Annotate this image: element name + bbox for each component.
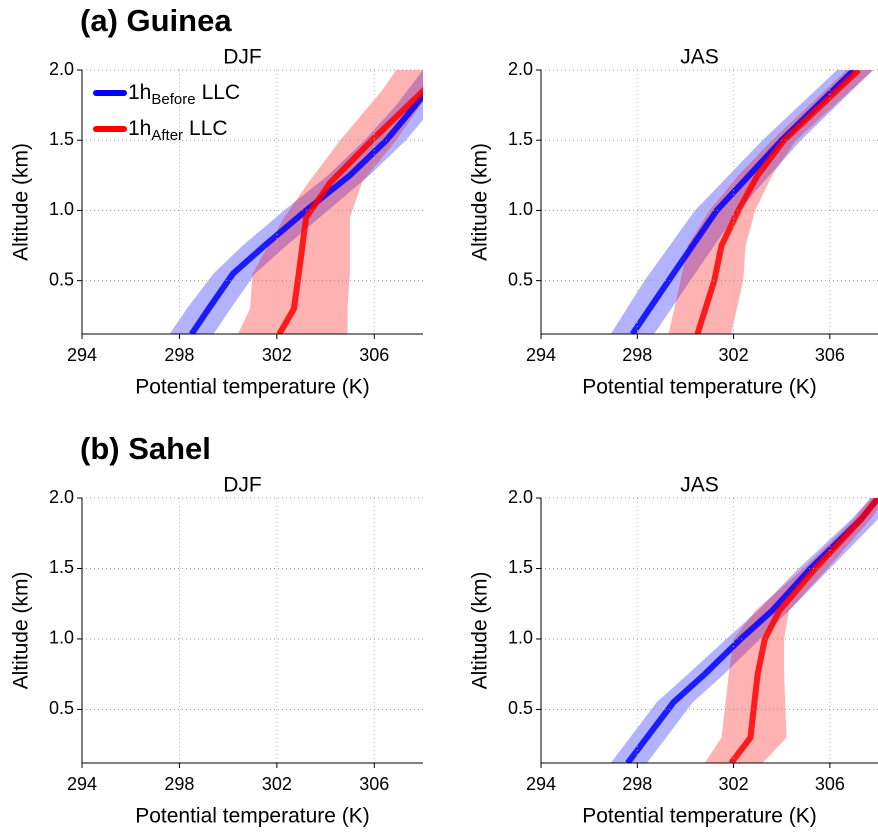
x-axis-label: Potential temperature (K) bbox=[582, 805, 817, 828]
x-axis-label: Potential temperature (K) bbox=[135, 805, 370, 828]
x-tick-label: 306 bbox=[359, 774, 389, 794]
x-tick-label: 294 bbox=[67, 774, 97, 794]
x-axis-label: Potential temperature (K) bbox=[582, 376, 817, 399]
x-tick-label: 294 bbox=[526, 345, 556, 365]
uncertainty-band bbox=[704, 498, 878, 763]
plot-area bbox=[169, 70, 423, 334]
y-axis-label: Altitude (km) bbox=[10, 143, 33, 261]
subplot-title: JAS bbox=[680, 474, 719, 497]
legend-label-part: LLC bbox=[202, 81, 241, 104]
x-tick-label: 302 bbox=[719, 345, 749, 365]
y-tick-label: 0.5 bbox=[508, 698, 533, 718]
uncertainty-band bbox=[237, 70, 423, 334]
panel-title: (a) Guinea bbox=[80, 3, 232, 38]
x-tick-label: 298 bbox=[622, 774, 652, 794]
subplot-title: DJF bbox=[223, 474, 262, 497]
x-tick-label: 306 bbox=[815, 774, 845, 794]
y-tick-label: 0.5 bbox=[508, 269, 533, 289]
uncertainty-band bbox=[668, 70, 874, 334]
panel-title: (b) Sahel bbox=[80, 431, 211, 466]
profile-line bbox=[728, 498, 878, 763]
y-tick-label: 1.5 bbox=[508, 129, 533, 149]
y-tick-label: 1.5 bbox=[49, 557, 74, 577]
subplot-title: JAS bbox=[680, 46, 719, 69]
x-tick-label: 306 bbox=[359, 345, 389, 365]
y-tick-label: 1.5 bbox=[508, 557, 533, 577]
y-tick-label: 0.5 bbox=[49, 269, 74, 289]
legend-label: 1hBefore LLC bbox=[128, 81, 240, 108]
y-tick-label: 1.5 bbox=[49, 129, 74, 149]
x-tick-label: 302 bbox=[262, 345, 292, 365]
legend-label-sub: After bbox=[151, 127, 183, 144]
y-tick-label: 0.5 bbox=[49, 698, 74, 718]
plot-area bbox=[610, 70, 874, 334]
legend-label-part: 1h bbox=[128, 117, 151, 140]
x-axis-label: Potential temperature (K) bbox=[135, 376, 370, 399]
x-tick-label: 298 bbox=[164, 345, 194, 365]
y-tick-label: 1.0 bbox=[508, 628, 533, 648]
x-tick-label: 298 bbox=[622, 345, 652, 365]
y-tick-label: 1.0 bbox=[49, 199, 74, 219]
y-axis-label: Altitude (km) bbox=[469, 143, 492, 261]
x-tick-label: 294 bbox=[526, 774, 556, 794]
y-axis-label: Altitude (km) bbox=[469, 572, 492, 690]
y-tick-label: 2.0 bbox=[508, 59, 533, 79]
subplot-title: DJF bbox=[223, 46, 262, 69]
profile-line bbox=[694, 70, 861, 334]
plot-area bbox=[610, 498, 878, 763]
y-tick-label: 1.0 bbox=[508, 199, 533, 219]
y-axis-label: Altitude (km) bbox=[10, 572, 33, 690]
uncertainty-band bbox=[169, 70, 423, 334]
x-tick-label: 302 bbox=[262, 774, 292, 794]
y-tick-label: 2.0 bbox=[49, 487, 74, 507]
y-tick-label: 2.0 bbox=[508, 487, 533, 507]
profile-line bbox=[276, 86, 423, 334]
x-tick-label: 298 bbox=[164, 774, 194, 794]
x-tick-label: 306 bbox=[815, 345, 845, 365]
y-tick-label: 2.0 bbox=[49, 59, 74, 79]
legend-label-part: LLC bbox=[189, 117, 228, 140]
x-tick-label: 302 bbox=[719, 774, 749, 794]
legend-label-sub: Before bbox=[151, 91, 195, 108]
y-tick-label: 1.0 bbox=[49, 628, 74, 648]
legend-label-part: 1h bbox=[128, 81, 151, 104]
x-tick-label: 294 bbox=[67, 345, 97, 365]
legend-label: 1hAfter LLC bbox=[128, 117, 228, 144]
